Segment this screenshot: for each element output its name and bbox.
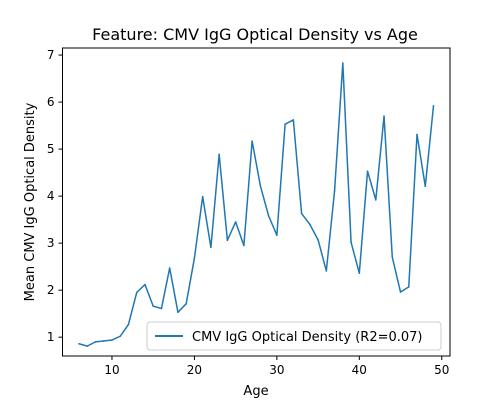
- data-point: [185, 303, 187, 305]
- data-point: [325, 270, 328, 272]
- y-axis-label: Mean CMV IgG Optical Density: [23, 102, 38, 301]
- y-axis: 1 2 3 4 5 6 7: [47, 48, 63, 344]
- legend-label: CMV IgG Optical Density (R2=0.07): [192, 330, 423, 345]
- x-tick-label: 10: [104, 363, 119, 377]
- data-point: [218, 153, 220, 156]
- data-point: [284, 123, 286, 125]
- data-point: [152, 305, 154, 307]
- data-point: [407, 286, 410, 288]
- data-point: [375, 199, 377, 201]
- data-point: [358, 272, 361, 275]
- data-point: [210, 246, 212, 249]
- data-point: [201, 195, 204, 198]
- data-point: [144, 283, 146, 286]
- data-point: [366, 170, 369, 172]
- legend: CMV IgG Optical Density (R2=0.07): [146, 321, 442, 351]
- series-layer: [78, 62, 435, 347]
- data-point: [342, 62, 344, 64]
- data-point: [160, 307, 163, 310]
- data-point: [243, 244, 245, 247]
- data-point: [127, 323, 130, 326]
- x-tick-label: 30: [269, 363, 284, 377]
- data-point: [391, 256, 394, 259]
- data-point: [86, 345, 89, 347]
- y-tick-label: 3: [47, 236, 55, 250]
- data-point: [399, 291, 402, 293]
- data-point: [276, 234, 278, 236]
- x-tick-label: 40: [352, 363, 367, 377]
- series-line: [78, 62, 435, 347]
- data-point: [94, 341, 97, 343]
- data-point: [424, 185, 427, 188]
- y-tick-label: 4: [47, 189, 55, 203]
- legend-box: [146, 321, 442, 351]
- x-tick-label: 50: [434, 363, 449, 377]
- data-point: [267, 215, 270, 217]
- y-tick-label: 6: [47, 95, 55, 109]
- y-tick-label: 7: [47, 48, 55, 62]
- data-point: [416, 133, 418, 136]
- data-point: [383, 115, 385, 117]
- x-axis: 10 20 30 40 50: [104, 356, 449, 377]
- data-point: [119, 335, 122, 338]
- y-tick-label: 5: [47, 142, 55, 156]
- data-point: [177, 311, 179, 314]
- data-point: [300, 212, 303, 215]
- data-point: [111, 339, 113, 341]
- x-tick-label: 20: [187, 363, 202, 377]
- data-point: [193, 257, 196, 259]
- plot-frame: [62, 47, 451, 357]
- data-point: [135, 291, 138, 294]
- data-point: [168, 267, 171, 269]
- data-point: [102, 340, 105, 342]
- y-tick-label: 1: [47, 330, 55, 344]
- data-point: [226, 239, 229, 242]
- x-axis-label: Age: [243, 384, 268, 399]
- data-point: [350, 241, 352, 243]
- y-tick-label: 2: [47, 283, 55, 297]
- chart-title: Feature: CMV IgG Optical Density vs Age: [92, 25, 418, 44]
- data-point: [234, 221, 237, 223]
- data-point: [333, 190, 336, 192]
- data-point: [317, 239, 319, 241]
- data-point: [78, 342, 80, 345]
- data-point: [292, 119, 295, 121]
- data-point: [432, 105, 435, 107]
- data-point: [259, 184, 262, 187]
- plot-area: [62, 47, 451, 357]
- data-point: [251, 140, 253, 142]
- data-point: [309, 223, 311, 226]
